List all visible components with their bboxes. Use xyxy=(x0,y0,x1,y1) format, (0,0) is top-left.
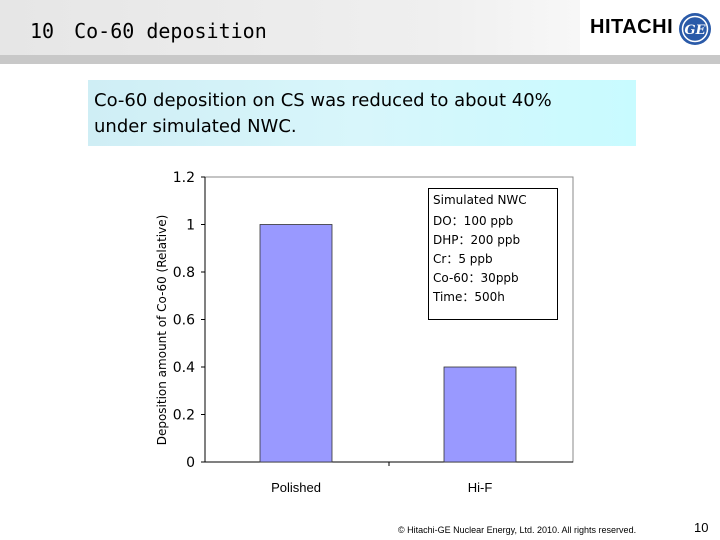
header-rule xyxy=(0,55,720,64)
bar-polished xyxy=(259,224,333,463)
y-tick-label-2: 0.4 xyxy=(173,360,195,376)
svg-text:GE: GE xyxy=(684,23,706,38)
legend-line-1: DO：100 ppb xyxy=(433,214,514,228)
callout-text: Co-60 deposition on CS was reduced to ab… xyxy=(94,88,552,140)
legend-line-3: Cr：5 ppb xyxy=(433,252,493,266)
ge-logo-icon: GE xyxy=(679,13,711,45)
legend-line-5: Time：500h xyxy=(433,290,505,304)
bar-hi-f xyxy=(443,366,517,463)
x-tick-label-1: Hi-F xyxy=(468,480,493,495)
callout-line-2: under simulated NWC. xyxy=(94,116,297,137)
y-tick-label-6: 1.2 xyxy=(173,170,195,186)
x-tick-label-0: Polished xyxy=(271,480,321,495)
copyright-footer: © Hitachi-GE Nuclear Energy, Ltd. 2010. … xyxy=(398,525,637,535)
callout-line-1: Co-60 deposition on CS was reduced to ab… xyxy=(94,90,552,111)
key-finding-callout: Co-60 deposition on CS was reduced to ab… xyxy=(88,80,636,146)
legend-line-2: DHP：200 ppb xyxy=(433,233,521,247)
legend-line-0: Simulated NWC xyxy=(433,193,527,207)
y-tick-label-0: 0 xyxy=(186,455,195,471)
y-tick-label-4: 0.8 xyxy=(173,265,195,281)
page-number: 10 xyxy=(694,520,709,535)
slide-title: 10 Co-60 deposition xyxy=(30,19,267,43)
conditions-legend: Simulated NWC DO：100 ppb DHP：200 ppb Cr：5 p… xyxy=(428,188,558,320)
y-tick-label-1: 0.2 xyxy=(173,408,195,424)
hitachi-logo: HITACHI xyxy=(590,16,674,38)
y-tick-label-5: 1 xyxy=(186,218,195,234)
y-axis-label: Deposition amount of Co-60 (Relative) xyxy=(155,214,169,446)
y-tick-label-3: 0.6 xyxy=(173,313,195,329)
legend-line-4: Co-60：30ppb xyxy=(433,271,519,285)
